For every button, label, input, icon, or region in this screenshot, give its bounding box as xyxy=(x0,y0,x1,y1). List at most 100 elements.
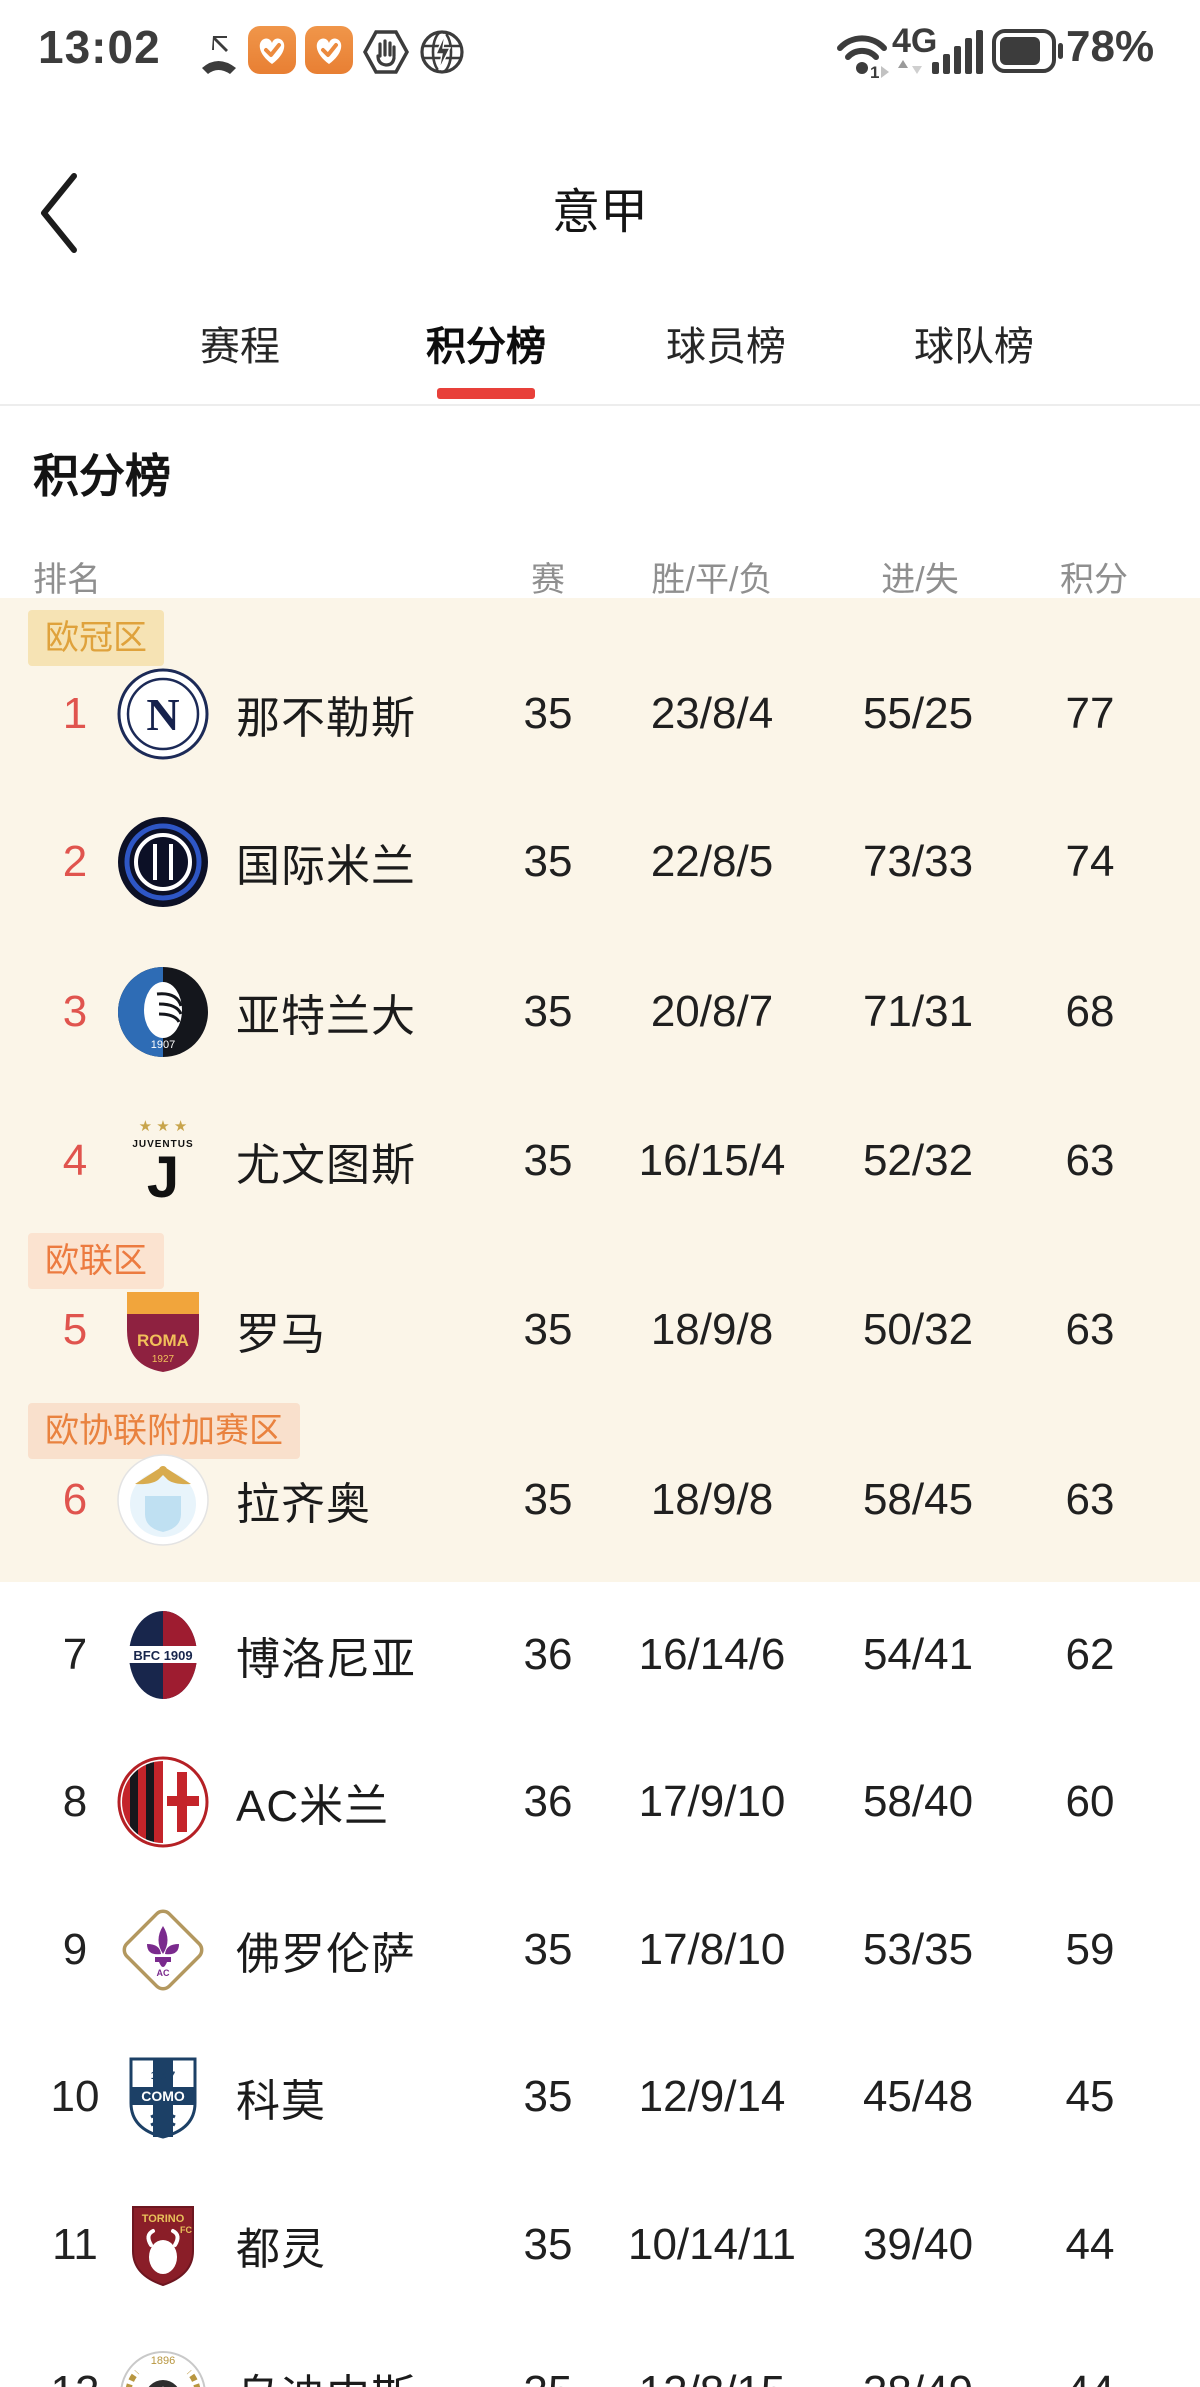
rank-cell: 9 xyxy=(62,1925,88,1974)
tab-4[interactable]: 球队榜 xyxy=(914,325,1034,369)
back-button[interactable] xyxy=(30,168,90,258)
table-row[interactable]: 3 1907 亚特兰大 35 20/8/7 71/31 68 xyxy=(0,938,1200,1086)
played-cell: 36 xyxy=(523,1777,573,1826)
played-cell: 35 xyxy=(523,1136,573,1185)
section-title: 积分榜 xyxy=(33,450,171,502)
wdl-cell: 23/8/4 xyxy=(650,689,774,738)
table-row[interactable]: 6 拉齐奥 35 18/9/8 58/45 63 xyxy=(0,1426,1200,1574)
wdl-cell: 17/9/10 xyxy=(638,1777,786,1826)
goals-cell: 58/45 xyxy=(862,1475,974,1524)
svg-text:1: 1 xyxy=(870,63,879,80)
goals-cell: 39/40 xyxy=(862,2220,974,2269)
torino-logo-icon: TORINO FC xyxy=(117,2199,209,2291)
points-cell: 44 xyxy=(1066,2318,1115,2387)
tab-1[interactable]: 赛程 xyxy=(200,325,280,369)
goals-cell: 55/25 xyxy=(862,689,974,738)
como-logo-icon: 1907 COMO xyxy=(117,2051,209,2143)
team-name: 都灵 xyxy=(236,2225,326,2274)
table-row[interactable]: 9 AC 佛罗伦萨 35 17/8/10 53/35 59 xyxy=(0,1876,1200,2024)
table-row[interactable]: 1 N 那不勒斯 35 23/8/4 55/25 77 xyxy=(0,640,1200,788)
wifi-icon: 1 xyxy=(837,35,889,80)
data-arrows-icon xyxy=(898,60,922,74)
table-column-headers: 排名 赛 胜/平/负 进/失 积分 xyxy=(0,552,1200,599)
points-cell: 63 xyxy=(1065,1136,1115,1185)
wdl-cell: 12/8/15 xyxy=(639,2318,786,2387)
svg-text:1896: 1896 xyxy=(151,2355,175,2367)
team-name: AC米兰 xyxy=(236,1782,390,1831)
bologna-logo-icon: BFC 1909 xyxy=(117,1609,209,1701)
napoli-logo-icon: N xyxy=(117,668,209,760)
column-header-wdl: 胜/平/负 xyxy=(651,561,773,599)
wdl-cell: 18/9/8 xyxy=(650,1305,774,1354)
tab-3[interactable]: 球员榜 xyxy=(666,325,786,369)
goals-cell: 54/41 xyxy=(862,1630,974,1679)
roma-logo-icon: ROMA 1927 xyxy=(117,1284,209,1376)
goals-cell: 50/32 xyxy=(862,1305,974,1354)
battery-percent: 78% xyxy=(1066,22,1155,71)
inter-logo-icon xyxy=(117,816,209,908)
milan-logo-icon xyxy=(117,1756,209,1848)
heart-badge-icon xyxy=(305,26,353,74)
played-cell: 35 xyxy=(523,1925,573,1974)
table-row[interactable]: 4 ★ ★ ★ JUVENTUS J 尤文图斯 35 16/15/4 52/32 6… xyxy=(0,1087,1200,1235)
missed-call-icon xyxy=(202,36,236,74)
played-cell: 35 xyxy=(523,987,573,1036)
table-row[interactable]: 2 国际米兰 35 22/8/5 73/33 74 xyxy=(0,788,1200,936)
table-row[interactable]: 5 ROMA 1927 罗马 35 18/9/8 50/32 63 xyxy=(0,1256,1200,1404)
column-header-points: 积分 xyxy=(1060,561,1128,599)
table-row[interactable]: 7 BFC 1909 博洛尼亚 36 16/14/6 54/41 62 xyxy=(0,1581,1200,1729)
played-cell: 36 xyxy=(523,1630,573,1679)
hand-hexagon-icon xyxy=(363,30,409,74)
zone-badge: 欧冠区 xyxy=(28,610,164,666)
svg-text:AC: AC xyxy=(157,1968,170,1978)
goals-cell: 58/40 xyxy=(862,1777,974,1826)
rank-cell: 4 xyxy=(62,1136,88,1185)
played-cell: 35 xyxy=(523,2220,573,2269)
points-cell: 62 xyxy=(1065,1630,1115,1679)
rank-cell: 3 xyxy=(62,987,88,1036)
tab-2[interactable]: 积分榜 xyxy=(426,325,546,369)
column-header-goals: 进/失 xyxy=(881,561,959,599)
team-name: 科莫 xyxy=(236,2077,326,2126)
heart-badge-icon xyxy=(248,26,296,74)
points-cell: 60 xyxy=(1065,1777,1115,1826)
wdl-cell: 10/14/11 xyxy=(627,2220,797,2269)
points-cell: 45 xyxy=(1065,2072,1115,2121)
team-name: 罗马 xyxy=(236,1310,326,1359)
team-name: 乌迪内斯 xyxy=(236,2318,416,2387)
points-cell: 63 xyxy=(1065,1475,1115,1524)
played-cell: 35 xyxy=(523,2072,573,2121)
network-type-label: 4G xyxy=(892,22,938,60)
rank-cell: 12 xyxy=(30,2318,120,2387)
wdl-cell: 18/9/8 xyxy=(650,1475,774,1524)
played-cell: 35 xyxy=(523,1475,573,1524)
lazio-logo-icon xyxy=(117,1454,209,1546)
rank-cell: 10 xyxy=(50,2072,100,2121)
signal-bars-icon xyxy=(932,30,983,74)
played-cell: 35 xyxy=(523,689,573,738)
active-tab-underline xyxy=(437,388,535,399)
table-row[interactable]: 12 1896 乌迪内斯 35 12/8/15 38/49 44 xyxy=(0,2318,1200,2387)
table-row[interactable]: 8 AC米兰 36 17/9/10 58/40 60 xyxy=(0,1728,1200,1876)
points-cell: 74 xyxy=(1065,837,1115,886)
goals-cell: 53/35 xyxy=(862,1925,974,1974)
points-cell: 68 xyxy=(1065,987,1115,1036)
svg-text:1927: 1927 xyxy=(152,1354,175,1365)
column-header-rank: 排名 xyxy=(33,561,101,599)
juventus-logo-icon: ★ ★ ★ JUVENTUS J xyxy=(117,1115,209,1210)
zone-badge: 欧协联附加赛区 xyxy=(28,1403,300,1459)
column-header-played: 赛 xyxy=(531,561,565,599)
table-row[interactable]: 10 1907 COMO 科莫 35 12/9/14 45/48 45 xyxy=(0,2023,1200,2171)
goals-cell: 52/32 xyxy=(862,1136,974,1185)
rank-cell: 1 xyxy=(62,689,88,738)
table-row[interactable]: 11 TORINO FC 都灵 35 10/14/11 39/40 44 xyxy=(0,2171,1200,2319)
team-name: 拉齐奥 xyxy=(236,1480,371,1529)
svg-text:ROMA: ROMA xyxy=(137,1331,189,1350)
divider xyxy=(0,404,1200,406)
battery-icon xyxy=(992,29,1063,73)
tab-bar: 赛程 积分榜 球员榜 球队榜 xyxy=(0,314,1200,378)
played-cell: 35 xyxy=(523,837,573,886)
team-name: 国际米兰 xyxy=(236,842,416,891)
rank-cell: 11 xyxy=(52,2220,98,2269)
